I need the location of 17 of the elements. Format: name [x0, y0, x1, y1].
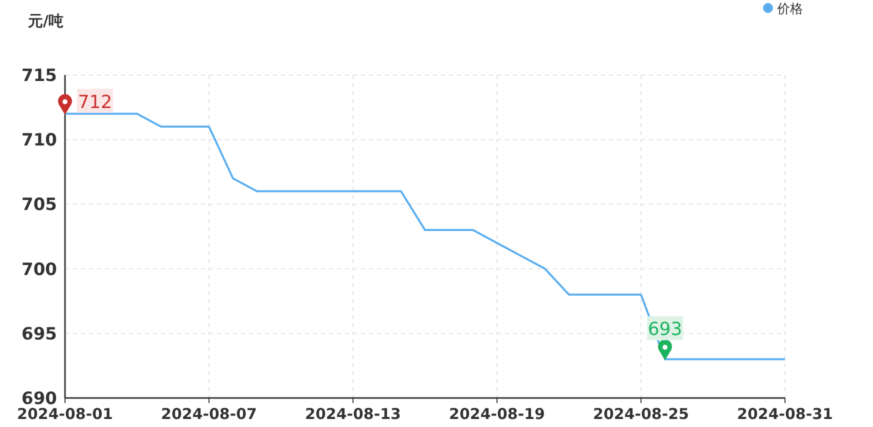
x-tick-label: 2024-08-25 — [593, 405, 689, 423]
y-tick-label: 705 — [22, 195, 57, 216]
annotation: 693 — [647, 316, 683, 360]
x-tick-label: 2024-08-19 — [449, 405, 545, 423]
x-tick-label: 2024-08-07 — [161, 405, 257, 423]
x-tick-label: 2024-08-31 — [737, 405, 833, 423]
y-axis-title: 元/吨 — [27, 12, 64, 30]
y-tick-label: 695 — [22, 324, 57, 344]
y-tick-label: 715 — [22, 66, 57, 86]
annotation: 693 — [648, 319, 682, 340]
y-tick-label: 700 — [22, 260, 58, 280]
annotation: 712 — [78, 92, 112, 113]
legend: 价格 — [763, 2, 803, 17]
x-tick-label: 2024-08-13 — [305, 405, 401, 423]
legend-label: 价格 — [776, 2, 803, 17]
y-tick-label: 710 — [22, 130, 58, 151]
annotation: 712 — [58, 88, 113, 115]
